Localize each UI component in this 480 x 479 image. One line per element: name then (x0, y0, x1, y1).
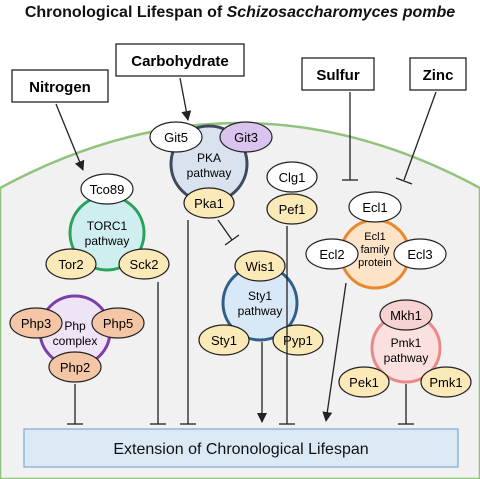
nitrogen-arrow (55, 103, 85, 171)
sty1-pathway: Sty1 pathway Wis1 Sty1 Pyp1 (198, 250, 324, 356)
carbohydrate-arrow (179, 77, 192, 121)
outcome-box: Extension of Chronological Lifespan (23, 428, 459, 468)
php5-node (91, 307, 145, 339)
ecl1-node (348, 191, 402, 223)
php-label-2: complex (53, 334, 98, 348)
outcome-connectors (67, 219, 414, 425)
pmk-label-2: pathway (384, 351, 429, 365)
zinc-inhibit-line (403, 91, 437, 181)
torc1-label-2: pathway (85, 234, 130, 248)
input-nitrogen: Nitrogen (11, 69, 109, 103)
ecl-label-1: Ecl1 (364, 231, 385, 243)
pyp1-node (272, 324, 324, 356)
input-sulfur: Sulfur (301, 57, 375, 91)
sty1-node (198, 324, 250, 356)
php2-label: Php2 (60, 360, 90, 375)
mkh1-label: Mkh1 (390, 308, 422, 323)
pmk-label-1: Pmk1 (391, 336, 422, 350)
git5-node (149, 121, 203, 153)
pek1-node (338, 366, 390, 398)
zinc-inhibit-bar (395, 177, 413, 185)
sck2-label: Sck2 (130, 257, 159, 272)
ecl-label-2: family (361, 244, 390, 256)
php3-node (9, 307, 63, 339)
git3-node (219, 121, 273, 153)
input-nitrogen-label: Nitrogen (29, 79, 91, 96)
ecl-activate-arrow (322, 282, 347, 422)
tco89-label: Tco89 (90, 182, 125, 197)
sck2-node (118, 248, 170, 280)
ecl3-label: Ecl3 (407, 247, 432, 262)
wis1-label: Wis1 (246, 259, 275, 274)
ecl3-node (393, 238, 447, 270)
input-zinc-label: Zinc (423, 67, 454, 84)
pef1-label: Pef1 (279, 202, 306, 217)
tor2-label: Tor2 (58, 257, 83, 272)
input-zinc: Zinc (409, 57, 467, 91)
pka1-inhibit-wis1-bar (224, 234, 240, 246)
torc1-pathway: TORC1 pathway Tco89 Tor2 Sck2 (45, 173, 170, 280)
pyp1-label: Pyp1 (283, 333, 313, 348)
sty1-kinase-label: Sty1 (211, 333, 237, 348)
git3-label: Git3 (234, 130, 258, 145)
input-carbohydrate: Carbohydrate (115, 43, 245, 77)
pek1-label: Pek1 (349, 375, 379, 390)
torc1-label-1: TORC1 (87, 219, 128, 233)
diagram-title: Chronological Lifespan of Schizosaccharo… (0, 4, 480, 22)
php-complex: Php complex Php3 Php5 Php2 (9, 294, 145, 383)
pka1-label: Pka1 (194, 196, 224, 211)
php5-label: Php5 (103, 316, 133, 331)
php3-label: Php3 (21, 316, 51, 331)
pmk1-label: Pmk1 (429, 375, 462, 390)
mkh1-node (379, 299, 433, 331)
input-connectors (55, 77, 437, 185)
pmk1-node (420, 366, 472, 398)
pef1-node (266, 193, 318, 225)
pka-pathway: PKA pathway Git5 Git3 Pka1 (149, 121, 273, 219)
title-organism: Schizosaccharomyces pombe (226, 4, 456, 21)
tor2-node (45, 248, 97, 280)
ecl2-node (305, 238, 359, 270)
clg1-pef1-module: Clg1 Pef1 (266, 161, 318, 225)
wis1-node (234, 250, 286, 282)
input-carbohydrate-label: Carbohydrate (131, 53, 229, 70)
git5-label: Git5 (164, 130, 188, 145)
tco89-node (80, 173, 134, 205)
ecl1-label: Ecl1 (362, 200, 387, 215)
sty1-label-2: pathway (238, 304, 283, 318)
php-label-1: Php (64, 319, 86, 333)
input-sulfur-label: Sulfur (316, 67, 359, 84)
sty1-label-1: Sty1 (248, 289, 272, 303)
ecl2-label: Ecl2 (319, 247, 344, 262)
pka1-inhibit-wis1-line (217, 219, 233, 241)
outcome-label: Extension of Chronological Lifespan (113, 441, 368, 458)
pka1-node (183, 187, 235, 219)
pka-label-1: PKA (197, 151, 221, 165)
pmk1-pathway: Pmk1 pathway Mkh1 Pek1 Pmk1 (338, 299, 472, 398)
ecl1-family: Ecl1 family protein Ecl1 Ecl2 Ecl3 (305, 191, 447, 290)
php2-node (48, 351, 102, 383)
clg1-node (266, 161, 318, 193)
title-main: Chronological Lifespan of (24, 4, 227, 21)
clg1-label: Clg1 (279, 170, 306, 185)
ecl-label-3: protein (358, 257, 392, 269)
pka-label-2: pathway (187, 166, 232, 180)
